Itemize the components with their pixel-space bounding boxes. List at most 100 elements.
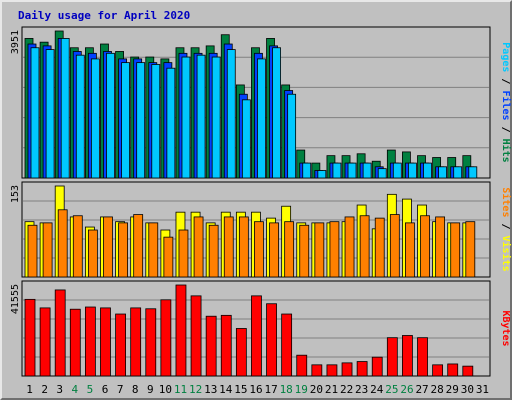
x-tick-label: 24	[370, 383, 384, 396]
visits-bar-sites-day-26	[405, 222, 415, 278]
kbytes-bar-kbytes-day-22	[341, 362, 353, 377]
hits-bar-pages-day-22	[347, 162, 357, 179]
hits-bar-pages-day-1	[30, 47, 40, 179]
hits-legend-part: Pages	[500, 42, 511, 72]
hits-legend-part: /	[500, 121, 511, 139]
x-tick-label: 23	[355, 383, 368, 396]
hits-legend-part: Files	[500, 90, 512, 120]
kbytes-bar-kbytes-day-16	[251, 295, 262, 377]
x-tick-label: 15	[234, 383, 247, 396]
x-tick-label: 6	[102, 383, 109, 396]
visits-bar-sites-day-22	[344, 216, 355, 278]
x-tick-label: 4	[72, 383, 79, 396]
x-tick-label: 2	[41, 383, 48, 396]
visits-bar-sites-day-7	[118, 222, 128, 278]
visits-bar-sites-day-29	[450, 222, 461, 278]
kbytes-bar-kbytes-day-3	[54, 289, 66, 377]
hits-bar-pages-day-7	[121, 62, 130, 179]
visits-bar-sites-day-12	[193, 216, 204, 278]
kbytes-bar-kbytes-day-14	[220, 314, 232, 377]
panels-layer: 3951 Pages / Files / Hits 153 Sites / Visit…	[10, 26, 512, 377]
kbytes-bar-kbytes-day-15	[235, 328, 247, 377]
x-tick-label: 13	[204, 383, 217, 396]
x-tick-label: 10	[159, 383, 172, 396]
x-tick-label: 5	[87, 383, 94, 396]
kbytes-bar-kbytes-day-7	[115, 313, 126, 377]
hits-bar-pages-day-16	[257, 58, 266, 179]
hits-bar-pages-day-29	[453, 166, 463, 179]
x-tick-label: 8	[132, 383, 139, 396]
chart-title: Daily usage for April 2020	[18, 9, 190, 22]
hits-bar-pages-day-9	[151, 64, 161, 179]
visits-bar-sites-day-2	[42, 222, 53, 278]
kbytes-bar-kbytes-day-27	[417, 337, 428, 377]
visits-bar-sites-day-23	[359, 215, 370, 278]
visits-bar-sites-day-25	[389, 214, 400, 278]
hits-bar-pages-day-17	[272, 47, 281, 179]
visits-bar-sites-day-4	[72, 215, 83, 278]
x-tick-label: 9	[147, 383, 154, 396]
hits-bar-pages-day-11	[181, 56, 191, 179]
visits-bar-sites-day-14	[223, 216, 234, 278]
hits-bar-pages-day-4	[75, 54, 85, 179]
visits-bar-sites-day-5	[87, 229, 98, 278]
kbytes-bar-kbytes-day-11	[175, 284, 187, 377]
hits-legend: Pages / Files / Hits	[500, 42, 512, 162]
x-tick-label: 3	[56, 383, 63, 396]
visits-bar-sites-day-11	[178, 229, 189, 278]
visits-legend-part: Visits	[500, 236, 512, 272]
visits-bar-sites-day-8	[133, 214, 144, 278]
kbytes-bar-kbytes-day-18	[281, 313, 293, 377]
hits-bar-pages-day-20	[317, 170, 327, 179]
hits-bar-pages-day-18	[287, 93, 297, 179]
hits-legend-part: Hits	[500, 139, 512, 163]
kbytes-bar-kbytes-day-5	[84, 306, 96, 377]
hits-bar-pages-day-5	[90, 58, 100, 179]
kbytes-legend: KBytes	[500, 310, 511, 346]
hits-bar-pages-day-28	[438, 166, 448, 179]
x-tick-label: 1	[26, 383, 33, 396]
x-tick-label: 28	[431, 383, 444, 396]
hits-bar-pages-day-8	[136, 62, 146, 179]
kbytes-bar-kbytes-day-13	[205, 315, 217, 377]
kbytes-max-label: 41555	[10, 284, 21, 314]
hits-bar-pages-day-12	[196, 54, 206, 179]
visits-bar-sites-day-28	[435, 216, 446, 278]
hits-bar-pages-day-23	[362, 162, 372, 179]
x-tick-label: 12	[189, 383, 202, 396]
x-tick-label: 29	[446, 383, 459, 396]
hits-bar-pages-day-24	[377, 168, 387, 179]
visits-legend: Sites / Visits	[500, 187, 512, 271]
hits-bar-pages-day-19	[302, 162, 312, 179]
x-tick-label: 11	[174, 383, 187, 396]
x-tick-label: 25	[385, 383, 398, 396]
hits-bar-pages-day-26	[408, 162, 417, 179]
hits-panel: 3951 Pages / Files / Hits	[10, 26, 512, 179]
x-tick-label: 20	[310, 383, 323, 396]
kbytes-bar-kbytes-day-8	[130, 307, 142, 377]
x-tick-label: 18	[280, 383, 293, 396]
kbytes-bar-kbytes-day-30	[462, 365, 474, 377]
hits-bar-pages-day-14	[226, 49, 236, 179]
x-tick-label: 17	[264, 383, 277, 396]
visits-bar-sites-day-15	[238, 216, 249, 278]
visits-bar-sites-day-20	[314, 222, 325, 278]
kbytes-panel: 41555 KBytes	[10, 280, 511, 377]
kbytes-bar-kbytes-day-20	[311, 364, 323, 377]
x-tick-label: 22	[340, 383, 353, 396]
visits-panel: 153 Sites / Visits	[10, 181, 512, 278]
x-tick-label: 16	[249, 383, 262, 396]
visits-bar-sites-day-13	[208, 224, 219, 278]
hits-bar-pages-day-21	[332, 162, 342, 179]
kbytes-bar-kbytes-day-29	[447, 363, 459, 377]
kbytes-bar-kbytes-day-25	[386, 337, 398, 377]
kbytes-bar-kbytes-day-12	[190, 295, 202, 377]
visits-bar-sites-day-1	[27, 224, 38, 278]
visits-legend-part: Sites	[500, 187, 512, 217]
kbytes-bar-kbytes-day-26	[402, 335, 413, 377]
visits-bar-sites-day-10	[163, 236, 174, 278]
kbytes-bar-kbytes-day-28	[432, 364, 444, 377]
kbytes-bar-kbytes-day-4	[69, 308, 81, 377]
hits-bar-pages-day-13	[211, 56, 221, 179]
